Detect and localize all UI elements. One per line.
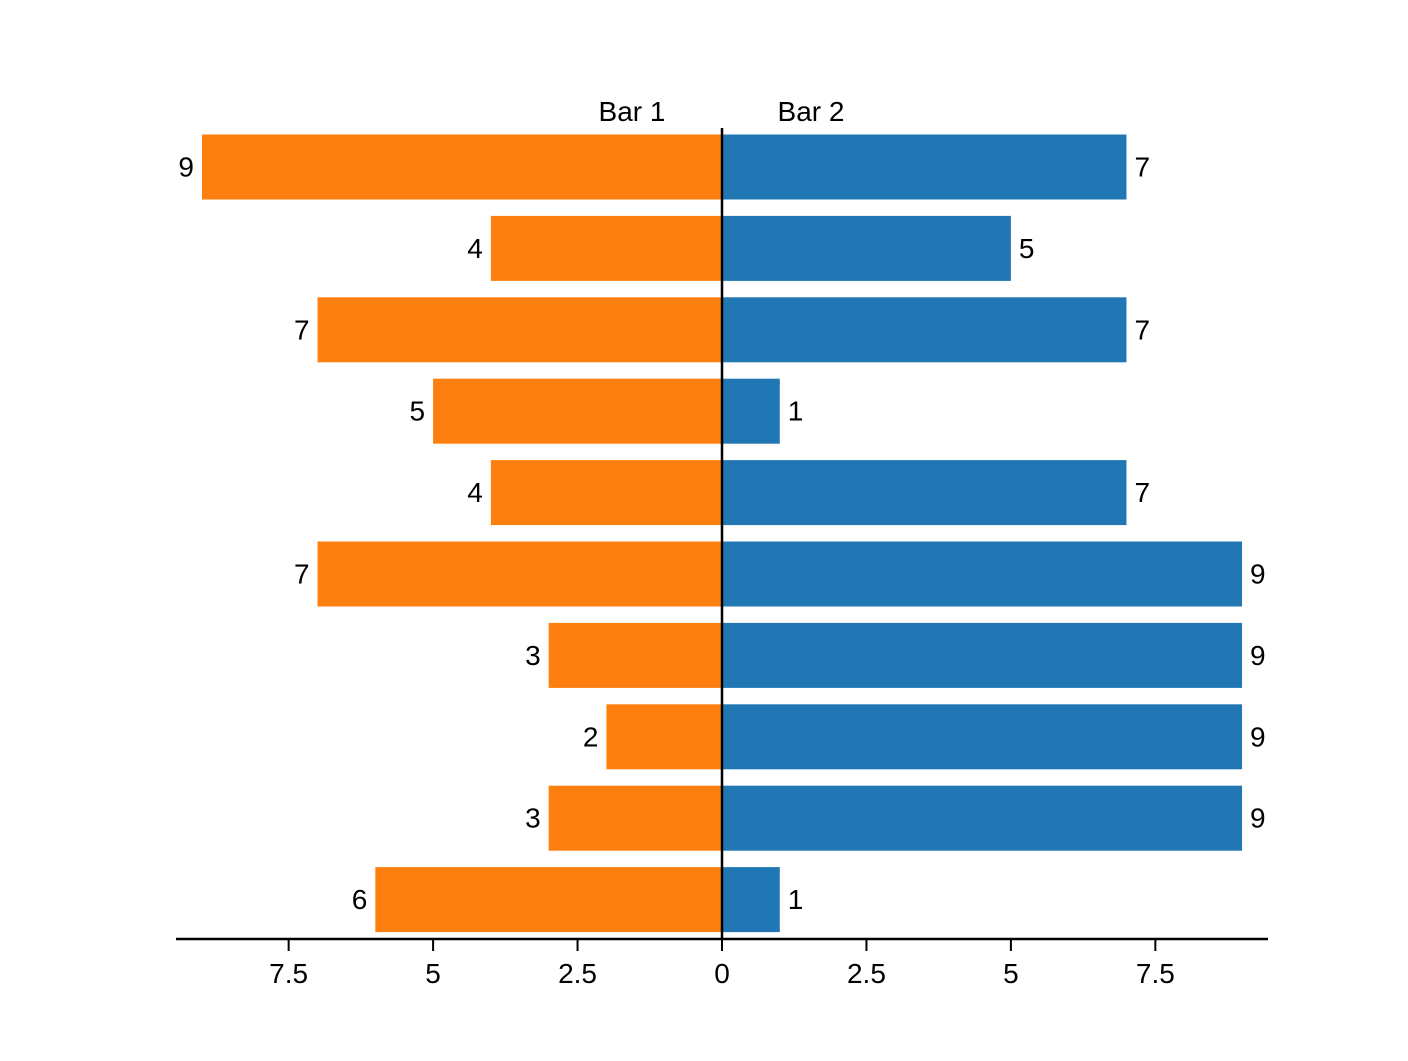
bar-1-value-label: 4	[467, 477, 483, 508]
x-tick-label: 7.5	[269, 958, 308, 989]
x-axis-ticks: 7.5 5 2.5 0 2.5 5 7.5	[269, 939, 1175, 989]
bar-1-row-1	[201, 134, 723, 200]
series-bar-1	[201, 134, 723, 933]
bar-2-row-6	[722, 541, 1243, 607]
bar-1-row-6	[317, 541, 722, 607]
bar-1-row-10	[375, 867, 722, 933]
x-tick-label: 5	[1003, 958, 1019, 989]
bar-1-value-label: 7	[294, 314, 310, 345]
bar-2-value-label: 5	[1019, 233, 1035, 264]
bar-2-value-label: 7	[1134, 314, 1150, 345]
bar-1-value-label: 2	[583, 721, 599, 752]
bar-1-row-2	[490, 215, 722, 281]
bar-2-row-1	[722, 134, 1127, 200]
bar-2-value-label: 9	[1250, 640, 1266, 671]
bar-2-value-label: 7	[1134, 477, 1150, 508]
x-tick-label: 2.5	[558, 958, 597, 989]
x-tick-label: 5	[425, 958, 441, 989]
bar-1-value-label: 3	[525, 640, 541, 671]
bar-2-value-label: 9	[1250, 721, 1266, 752]
bar-1-value-label: 9	[178, 152, 194, 183]
bar-2-row-2	[722, 215, 1011, 281]
bar-1-value-label: 6	[352, 884, 368, 915]
legend-label-bar-1: Bar 1	[599, 96, 666, 127]
x-tick-label: 7.5	[1136, 958, 1175, 989]
series-bar-2	[722, 134, 1243, 933]
bar-1-row-8	[606, 704, 722, 770]
bar-1-value-label: 7	[294, 559, 310, 590]
bar-1-row-3	[317, 297, 722, 363]
x-tick-label: 2.5	[847, 958, 886, 989]
bar-2-row-9	[722, 785, 1243, 851]
legend-label-bar-2: Bar 2	[778, 96, 845, 127]
bar-2-value-label: 9	[1250, 559, 1266, 590]
bar-value-labels: 9 7 4 5 7 7 5 1 4 7 7 9 3 9 2 9 3 9 6 1	[178, 152, 1265, 916]
bar-2-row-5	[722, 460, 1127, 526]
bar-1-row-5	[490, 460, 722, 526]
bar-2-row-7	[722, 622, 1243, 688]
bar-1-row-7	[548, 622, 722, 688]
bar-2-row-10	[722, 867, 780, 933]
bar-1-value-label: 3	[525, 803, 541, 834]
legend: Bar 1 Bar 2	[599, 96, 845, 127]
bar-2-value-label: 1	[788, 884, 804, 915]
bar-1-value-label: 4	[467, 233, 483, 264]
bar-1-row-4	[433, 378, 722, 444]
bar-2-row-3	[722, 297, 1127, 363]
x-tick-label: 0	[714, 958, 730, 989]
bar-2-value-label: 1	[788, 396, 804, 427]
bar-2-row-4	[722, 378, 780, 444]
bar-1-row-9	[548, 785, 722, 851]
bar-2-value-label: 9	[1250, 803, 1266, 834]
bar-1-value-label: 5	[410, 396, 426, 427]
bar-2-value-label: 7	[1134, 152, 1150, 183]
bar-2-row-8	[722, 704, 1243, 770]
